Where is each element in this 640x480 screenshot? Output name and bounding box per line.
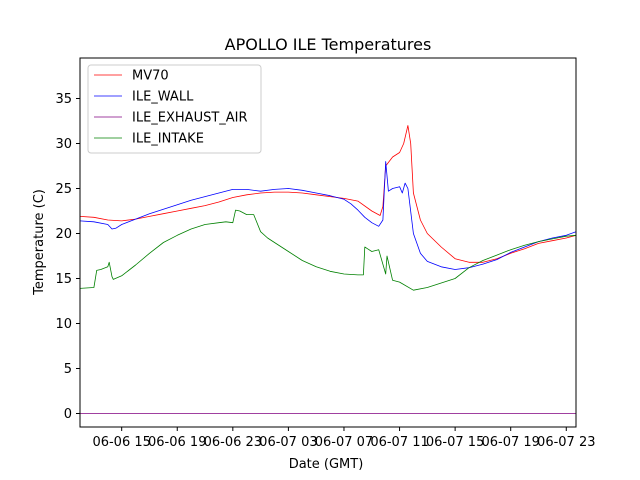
series-group	[80, 125, 576, 414]
series-line-ile-intake	[80, 209, 576, 291]
y-axis-title: Temperature (C)	[32, 189, 47, 296]
legend-label-ile-wall: ILE_WALL	[132, 90, 194, 105]
x-tick-label: 06-07 15	[426, 435, 484, 450]
legend-label-mv70: MV70	[132, 69, 169, 84]
y-tick-label: 35	[55, 92, 72, 107]
y-tick-label: 20	[55, 227, 72, 242]
x-tick-label: 06-07 03	[259, 435, 317, 450]
x-tick-label: 06-07 19	[481, 435, 539, 450]
chart-title: APOLLO ILE Temperatures	[225, 35, 432, 54]
x-tick-label: 06-06 19	[148, 435, 206, 450]
x-tick-label: 06-06 23	[204, 435, 262, 450]
x-tick-label: 06-06 15	[92, 435, 150, 450]
y-tick-label: 30	[55, 137, 72, 152]
y-tick-label: 25	[55, 182, 72, 197]
y-tick-label: 5	[64, 362, 72, 377]
y-tick-label: 0	[64, 407, 72, 422]
legend-label-ile-exhaust-air: ILE_EXHAUST_AIR	[132, 111, 248, 126]
legend: MV70 ILE_WALL ILE_EXHAUST_AIR ILE_INTAKE	[87, 64, 262, 154]
x-tick-label: 06-07 11	[370, 435, 428, 450]
x-axis-title: Date (GMT)	[289, 457, 364, 472]
plot-frame	[79, 57, 577, 428]
series-line-mv70	[80, 125, 576, 263]
legend-label-ile-intake: ILE_INTAKE	[132, 132, 204, 147]
y-tick-label: 10	[55, 317, 72, 332]
x-tick-label: 06-07 23	[537, 435, 595, 450]
legend-box	[87, 64, 262, 154]
plot-area	[80, 125, 576, 414]
y-tick-label: 15	[55, 272, 72, 287]
x-tick-label: 06-07 07	[315, 435, 373, 450]
